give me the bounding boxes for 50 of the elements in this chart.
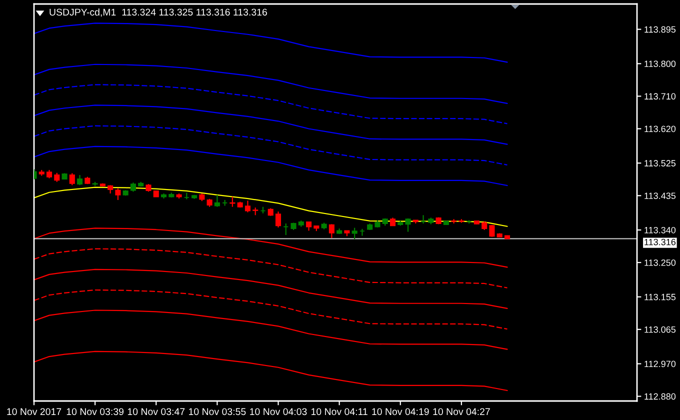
y-tick-label: 113.250 [644,259,676,266]
x-tick-label: 10 Nov 2017 [7,408,62,416]
candlestick [77,174,83,186]
candlestick [283,222,289,236]
line-series [34,146,508,186]
candlestick [420,214,426,224]
line-series [34,310,508,350]
line-series [34,228,508,268]
y-tick-label: 113.895 [644,26,676,33]
x-tick-label: 10 Nov 03:39 [66,408,124,416]
candlestick [359,228,365,236]
line-series [34,248,508,288]
line-series [34,64,508,104]
x-tick-label: 10 Nov 04:11 [312,408,368,416]
line-series [34,268,508,309]
x-tick-label: 10 Nov 04:19 [372,408,429,416]
candlestick [306,221,312,232]
y-tick-label: 113.435 [644,192,676,199]
candlestick [275,210,282,228]
x-tick-label: 10 Nov 03:55 [189,408,246,416]
y-tick-label: 113.525 [644,160,676,166]
line-series [34,125,508,166]
line-series [34,186,508,227]
y-tick-label: 112.970 [644,360,676,368]
candlestick [130,182,136,192]
y-tick-label: 112.880 [644,393,676,400]
ref-line-label: 113.316 [644,238,676,246]
chart-title: USDJPY-cd,M1 113.324 113.325 113.316 113.316 [50,8,267,17]
y-tick-label: 113.065 [644,326,676,333]
x-tick-label: 10 Nov 04:27 [433,408,490,416]
y-tick-label: 113.620 [644,126,676,132]
line-series [34,84,508,124]
y-tick-label: 113.710 [644,93,676,100]
y-tick-label: 113.800 [644,60,676,68]
candlestick [244,200,250,213]
x-tick-label: 10 Nov 04:03 [250,408,307,416]
candlestick [115,188,121,201]
candlestick [405,218,411,232]
candlestick [214,194,220,208]
candlestick [328,224,334,238]
candlestick [54,172,60,182]
line-series [34,350,508,392]
y-tick-label: 113.340 [644,226,676,234]
line-series [34,104,508,145]
line-series [34,289,508,330]
candlestick [352,227,358,240]
candlestick [69,172,75,186]
y-tick-label: 113.155 [644,294,676,300]
x-tick-label: 10 Nov 03:47 [128,408,185,416]
line-series [34,22,508,63]
